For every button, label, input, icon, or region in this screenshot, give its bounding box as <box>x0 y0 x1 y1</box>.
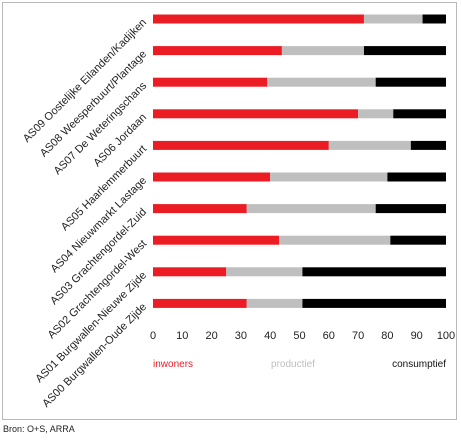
x-tick-label: 80 <box>381 330 393 342</box>
stacked-bar-chart: 0 10 20 30 40 50 60 70 80 90 100 AS09 Oostelijke E… <box>21 14 455 410</box>
bar-inwoners-5 <box>153 172 271 182</box>
x-tick-label: 0 <box>150 330 156 342</box>
bar-productief-1 <box>281 46 364 56</box>
bar-inwoners-3 <box>153 109 359 119</box>
x-tick-label: 30 <box>235 330 247 342</box>
x-tick-label: 10 <box>176 330 188 342</box>
x-tick-label: 100 <box>437 330 455 342</box>
x-tick-label: 40 <box>264 330 276 342</box>
legend-consumptief: consumptief <box>392 359 446 370</box>
bar-inwoners-7 <box>153 235 279 245</box>
bar-productief-8 <box>226 267 303 277</box>
bar-consumptief-2 <box>375 77 446 87</box>
chart-frame: 0 10 20 30 40 50 60 70 80 90 100 AS09 Oostelijke E… <box>2 2 457 420</box>
bar-productief-2 <box>267 77 376 87</box>
x-tick-label: 50 <box>293 330 305 342</box>
source-note: Bron: O+S, ARRA <box>3 424 75 434</box>
bar-productief-9 <box>246 298 303 308</box>
bar-inwoners-1 <box>153 46 282 56</box>
bar-inwoners-9 <box>153 298 247 308</box>
bar-consumptief-1 <box>363 46 446 56</box>
bar-inwoners-8 <box>153 267 227 277</box>
bar-productief-7 <box>278 235 391 245</box>
x-tick-label: 90 <box>411 330 423 342</box>
bar-consumptief-3 <box>393 109 446 119</box>
bar-consumptief-4 <box>410 140 446 150</box>
bar-consumptief-8 <box>302 267 446 277</box>
bar-productief-6 <box>246 204 376 214</box>
bar-inwoners-4 <box>153 140 329 150</box>
bar-inwoners-6 <box>153 204 247 214</box>
bar-consumptief-5 <box>387 172 446 182</box>
bar-inwoners-2 <box>153 77 268 87</box>
x-tick-label: 70 <box>352 330 364 342</box>
bar-productief-5 <box>270 172 388 182</box>
bar-productief-4 <box>328 140 411 150</box>
legend-inwoners: inwoners <box>153 359 193 370</box>
bar-productief-0 <box>363 14 423 24</box>
bar-inwoners-0 <box>153 14 364 24</box>
bar-consumptief-6 <box>375 204 446 214</box>
bar-consumptief-9 <box>302 298 446 308</box>
bar-consumptief-7 <box>390 235 446 245</box>
bar-consumptief-0 <box>422 14 446 24</box>
x-tick-label: 20 <box>205 330 217 342</box>
bar-productief-3 <box>358 109 394 119</box>
x-tick-label: 60 <box>323 330 335 342</box>
legend-productief: productief <box>271 359 315 370</box>
